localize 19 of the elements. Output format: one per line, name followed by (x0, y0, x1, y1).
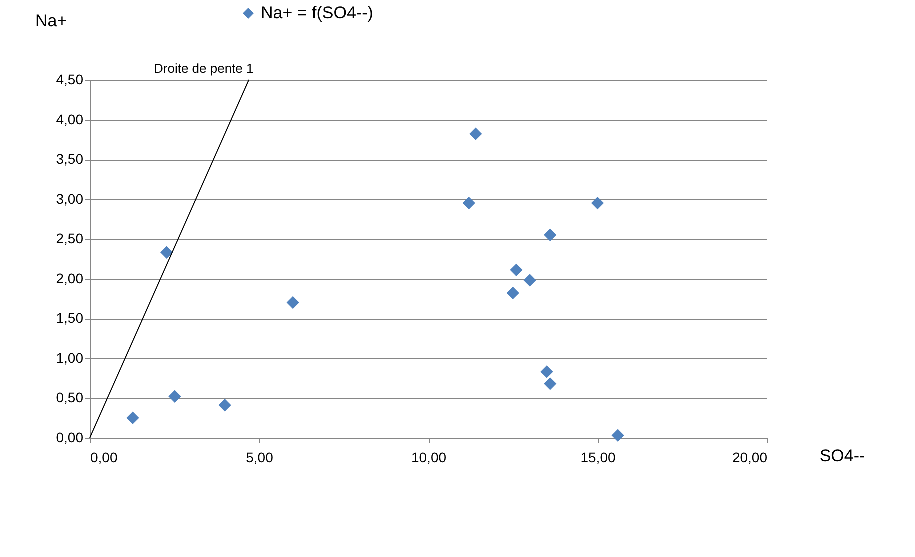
x-axis-title: SO4-- (820, 446, 866, 466)
y-tick-label: 4,50 (56, 72, 84, 88)
y-tick-label: 2,50 (56, 230, 84, 247)
x-tick-label: 0,00 (90, 450, 118, 466)
x-tick-label: 5,00 (246, 450, 274, 466)
y-tick-label: 3,00 (56, 190, 84, 207)
y-axis-title: Na+ (36, 12, 68, 30)
y-tick-label: 2,00 (56, 270, 84, 286)
x-tick-label: 20,00 (732, 450, 768, 466)
y-tick-label: 1,00 (56, 350, 84, 366)
y-tick-label: 0,00 (56, 430, 84, 446)
y-tick-label: 1,50 (56, 310, 84, 326)
y-tick-label: 3,50 (56, 151, 84, 168)
text: Droite de pente 1 (154, 61, 254, 76)
y-tick-label: 0,50 (56, 390, 84, 406)
y-tick-label: 4,00 (56, 111, 84, 128)
legend-label: Na+ = f(SO4--) (261, 4, 374, 22)
x-tick-label: 10,00 (411, 450, 447, 466)
x-tick-label: 15,00 (580, 450, 616, 466)
